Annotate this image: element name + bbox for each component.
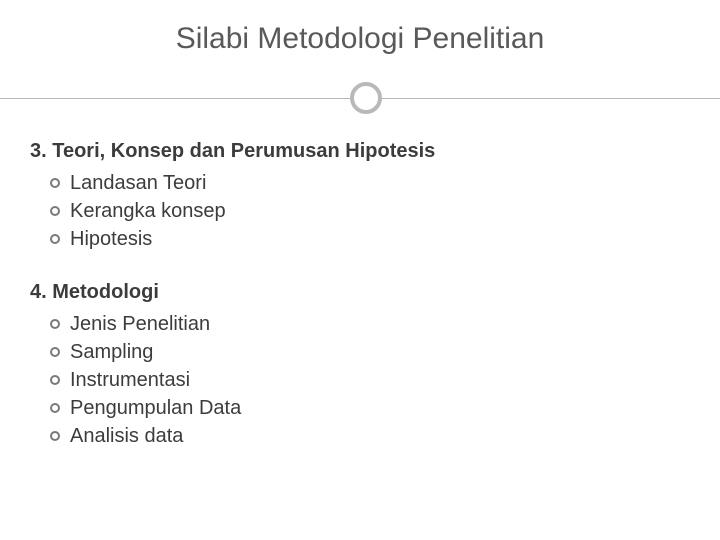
list-item: Hipotesis: [30, 225, 690, 253]
item-text: Analisis data: [70, 422, 183, 450]
slide-title: Silabi Metodologi Penelitian: [0, 22, 720, 56]
list-item: Pengumpulan Data: [30, 394, 690, 422]
item-text: Hipotesis: [70, 225, 152, 253]
circle-bullet-icon: [50, 431, 60, 441]
section-heading: 3. Teori, Konsep dan Perumusan Hipotesis: [30, 140, 690, 163]
list-item: Analisis data: [30, 422, 690, 450]
list-item: Sampling: [30, 338, 690, 366]
list-item: Landasan Teori: [30, 169, 690, 197]
item-text: Kerangka konsep: [70, 197, 226, 225]
item-text: Jenis Penelitian: [70, 310, 210, 338]
section-heading: 4. Metodologi: [30, 281, 690, 304]
circle-bullet-icon: [50, 347, 60, 357]
item-text: Sampling: [70, 338, 153, 366]
divider-circle-icon: [350, 82, 382, 114]
item-text: Landasan Teori: [70, 169, 206, 197]
item-text: Pengumpulan Data: [70, 394, 241, 422]
circle-bullet-icon: [50, 319, 60, 329]
circle-bullet-icon: [50, 403, 60, 413]
slide: Silabi Metodologi Penelitian 3. Teori, K…: [0, 0, 720, 540]
circle-bullet-icon: [50, 375, 60, 385]
list-item: Jenis Penelitian: [30, 310, 690, 338]
circle-bullet-icon: [50, 234, 60, 244]
item-text: Instrumentasi: [70, 366, 190, 394]
circle-bullet-icon: [50, 178, 60, 188]
section-4: 4. Metodologi Jenis Penelitian Sampling …: [30, 281, 690, 450]
list-item: Kerangka konsep: [30, 197, 690, 225]
circle-bullet-icon: [50, 206, 60, 216]
list-item: Instrumentasi: [30, 366, 690, 394]
content-area: 3. Teori, Konsep dan Perumusan Hipotesis…: [30, 140, 690, 478]
section-3: 3. Teori, Konsep dan Perumusan Hipotesis…: [30, 140, 690, 253]
